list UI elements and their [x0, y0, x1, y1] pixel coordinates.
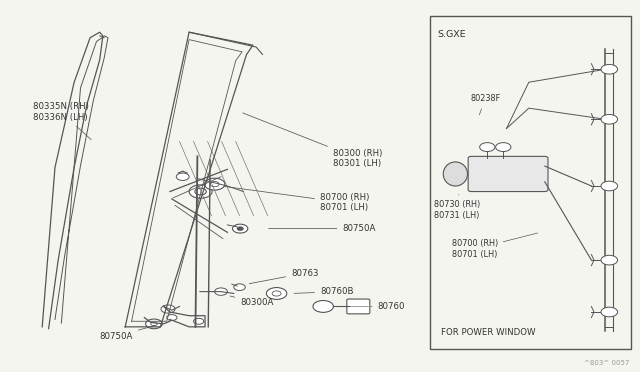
Text: 80335N (RH)
80336N (LH): 80335N (RH) 80336N (LH) — [33, 102, 92, 140]
Circle shape — [167, 315, 177, 321]
Circle shape — [601, 255, 618, 265]
Text: 80760B: 80760B — [294, 287, 353, 296]
Text: 80700 (RH)
80701 (LH): 80700 (RH) 80701 (LH) — [452, 233, 538, 259]
Ellipse shape — [444, 162, 467, 186]
Text: 80750A: 80750A — [100, 326, 154, 341]
Circle shape — [601, 181, 618, 191]
Circle shape — [146, 319, 163, 329]
Circle shape — [161, 305, 175, 313]
Circle shape — [495, 142, 511, 151]
Circle shape — [204, 178, 225, 190]
Circle shape — [151, 322, 157, 326]
Text: ^803^ 0057: ^803^ 0057 — [584, 360, 630, 366]
Text: 80238F: 80238F — [470, 94, 500, 115]
Circle shape — [313, 301, 333, 312]
Circle shape — [272, 291, 281, 296]
Circle shape — [266, 288, 287, 299]
Circle shape — [193, 318, 204, 324]
FancyBboxPatch shape — [347, 299, 370, 314]
Circle shape — [232, 224, 248, 233]
FancyBboxPatch shape — [468, 156, 548, 192]
Text: 80750A: 80750A — [269, 224, 376, 233]
Text: S.GXE: S.GXE — [438, 31, 466, 39]
Text: 80300 (RH)
80301 (LH): 80300 (RH) 80301 (LH) — [243, 113, 382, 168]
Circle shape — [601, 64, 618, 74]
Circle shape — [214, 288, 227, 295]
Text: 80700 (RH)
80701 (LH): 80700 (RH) 80701 (LH) — [224, 186, 369, 212]
Circle shape — [195, 188, 206, 195]
Text: 80730 (RH)
80731 (LH): 80730 (RH) 80731 (LH) — [434, 194, 480, 220]
Text: 80763: 80763 — [250, 269, 319, 284]
Text: 80300A: 80300A — [230, 296, 273, 307]
Circle shape — [234, 284, 245, 291]
Circle shape — [601, 115, 618, 124]
Bar — [430, 16, 631, 349]
Circle shape — [237, 227, 243, 231]
Text: FOR POWER WINDOW: FOR POWER WINDOW — [442, 328, 536, 337]
Circle shape — [601, 307, 618, 317]
Circle shape — [176, 173, 189, 180]
Text: 80760: 80760 — [371, 302, 405, 311]
Circle shape — [210, 182, 219, 187]
Circle shape — [479, 142, 495, 151]
Circle shape — [189, 185, 212, 198]
